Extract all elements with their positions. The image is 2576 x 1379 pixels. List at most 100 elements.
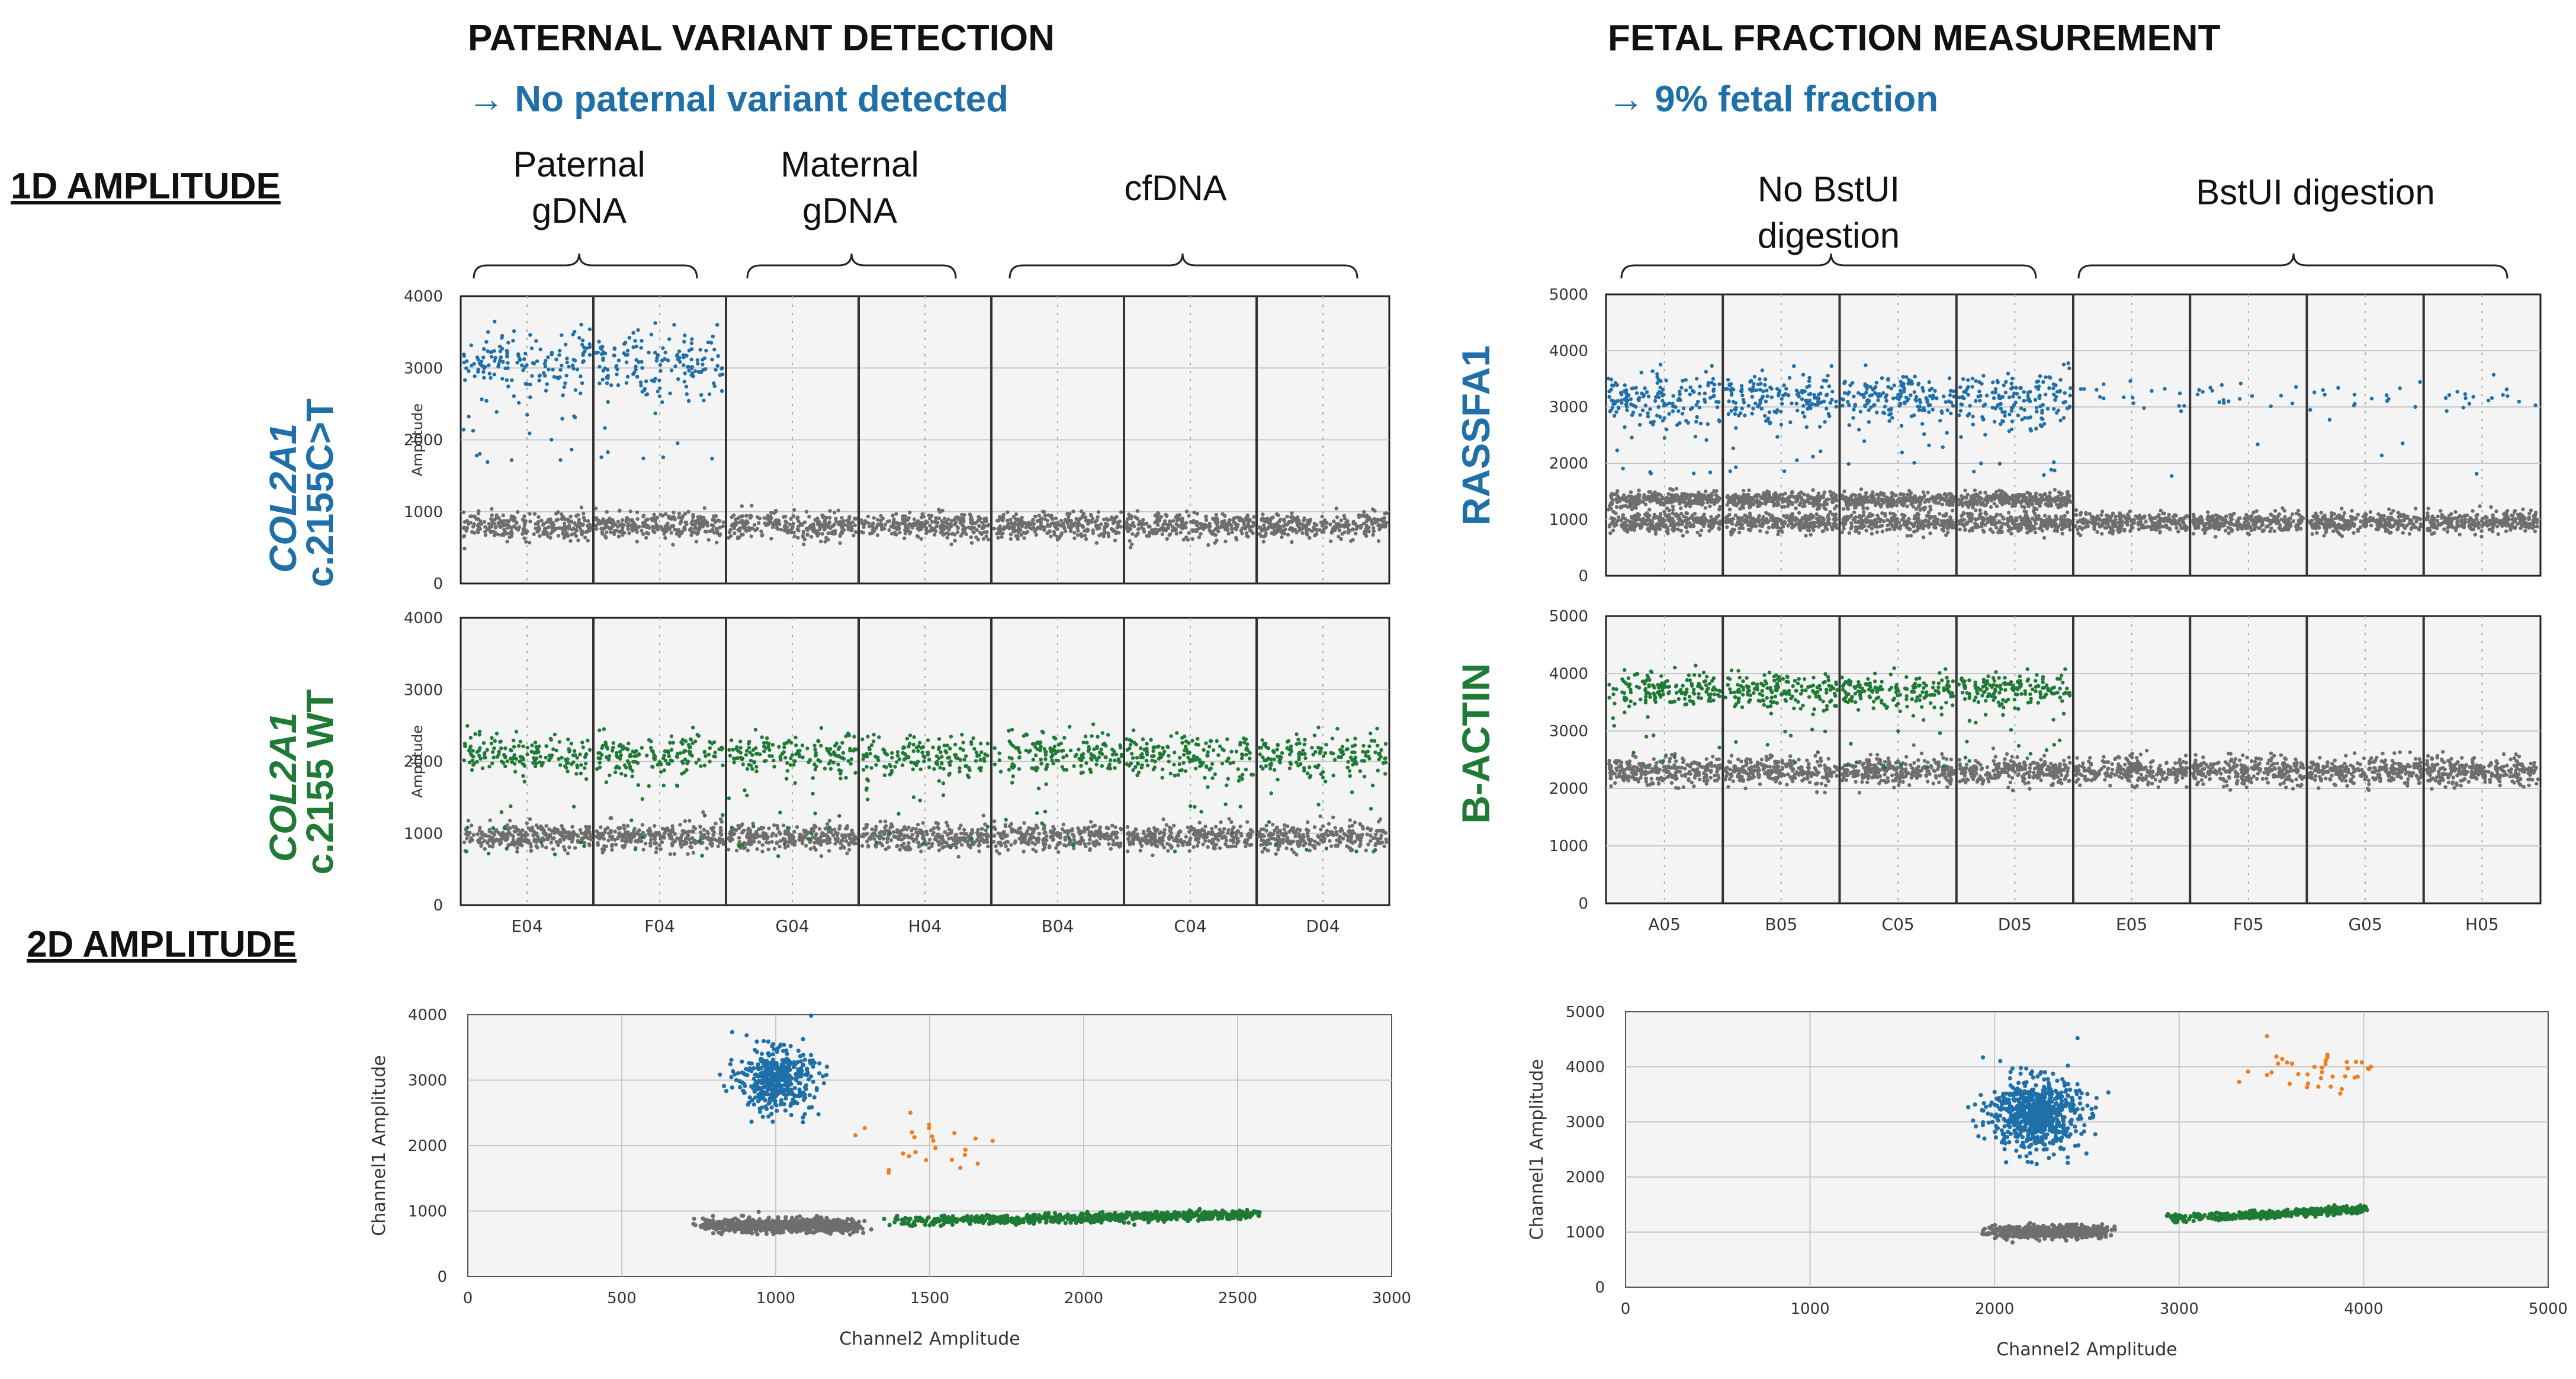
droplet [469,343,473,348]
droplet [1053,517,1058,521]
droplet [750,504,754,508]
droplet [583,766,587,770]
droplet [611,519,615,524]
droplet [754,769,759,774]
droplet [916,841,921,845]
droplet [699,521,704,525]
droplet [1357,513,1361,517]
droplet [946,824,950,828]
droplet [956,838,961,842]
droplet [1052,744,1057,749]
droplet [1079,764,1083,768]
droplet [819,539,823,544]
droplet [996,831,1001,835]
droplet [869,743,874,748]
droplet [734,848,739,853]
droplet [1056,759,1061,763]
droplet [937,737,942,741]
droplet [754,765,759,769]
droplet [579,840,583,845]
droplet [807,837,811,841]
droplet [1259,843,1263,847]
droplet [649,739,653,743]
droplet [712,347,717,352]
droplet [1258,835,1263,839]
droplet [985,832,989,836]
droplet [1051,838,1056,842]
droplet [544,824,548,828]
droplet [1058,836,1063,840]
droplet [658,363,663,367]
droplet [521,774,525,778]
droplet [1369,828,1373,833]
droplet [489,742,494,746]
droplet [1110,823,1114,828]
droplet [1072,838,1076,842]
droplet [1056,743,1061,747]
droplet [1044,767,1048,771]
droplet [1059,749,1064,753]
droplet [482,366,486,370]
droplet [971,736,975,740]
droplet [570,838,574,842]
well-label: F04 [644,916,675,936]
droplet [980,521,984,525]
droplet [828,752,833,757]
droplet [986,844,990,849]
row-label-bactin: B-ACTIN [1454,663,1498,823]
droplet [884,752,888,756]
droplet [1025,829,1029,833]
droplet [1030,518,1035,522]
droplet [560,517,564,521]
droplet [1191,754,1196,758]
droplet [586,739,590,743]
droplet [895,830,900,835]
droplet [638,380,643,384]
droplet [550,521,554,526]
droplet [617,831,621,836]
droplet [1345,522,1349,527]
droplet [737,535,741,540]
droplet [574,528,579,533]
droplet [627,522,631,526]
droplet [480,766,485,771]
droplet [737,839,741,844]
group-braces [473,253,2508,279]
droplet [1006,523,1010,527]
droplet [874,526,879,530]
droplet [1328,839,1332,843]
droplet [546,837,550,841]
droplet [980,827,984,831]
droplet [556,843,560,848]
droplet [961,748,965,752]
well-label: G04 [775,916,809,936]
droplet [671,524,676,528]
droplet [746,831,750,836]
droplet [641,524,645,528]
droplet [520,844,524,848]
droplet [636,328,640,332]
droplet [974,751,979,755]
droplet [668,392,672,396]
droplet [873,828,878,832]
droplet [1266,527,1270,531]
droplet [1215,739,1219,743]
droplet [1364,848,1368,852]
droplet [1080,534,1084,538]
droplet [1330,830,1334,834]
droplet [781,838,786,842]
droplet [1168,532,1173,536]
droplet [932,528,936,532]
droplet [1146,827,1151,831]
droplet [1010,756,1014,761]
droplet [1184,525,1188,530]
droplet [1252,515,1256,519]
droplet [562,385,566,389]
droplet [579,392,583,396]
droplet [633,847,638,852]
droplet [473,374,477,379]
droplet [721,813,725,817]
droplet [682,749,687,753]
droplet [710,357,714,362]
droplet [953,742,958,747]
